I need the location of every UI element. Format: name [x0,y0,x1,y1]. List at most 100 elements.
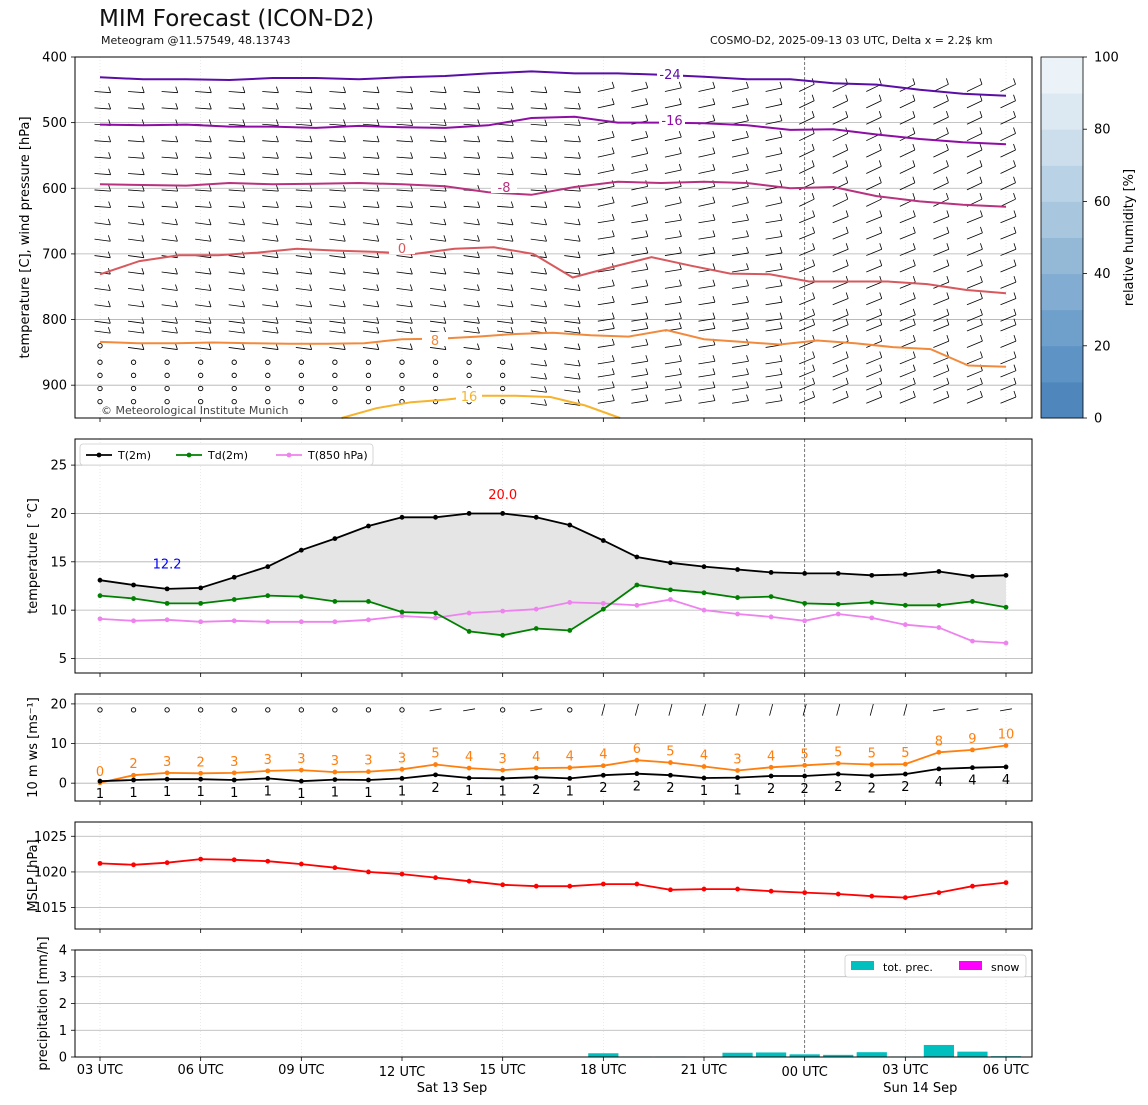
wind-barb [463,304,480,308]
colorbar-segment [1041,57,1083,94]
wind-barb [228,156,245,159]
calm-wind-circle [97,385,103,392]
series-point [466,765,472,771]
wind-barb [295,287,312,291]
wind-barb [664,344,682,348]
wind-barb-flag [175,317,178,324]
wind-barb-flag [477,343,480,350]
series-point [332,599,338,604]
wind-barb-flag [746,263,749,270]
wind-barb [463,205,480,208]
wind-barb-flag [1013,390,1017,398]
series-point [198,770,204,776]
wind-barb-flag [544,218,547,225]
wind-barb-flag [409,317,413,324]
wind-barb-flag [611,355,615,362]
wind-barb-flag [879,335,883,342]
wind-barb [329,205,346,208]
wind-barb [329,238,346,242]
series-point [835,611,841,617]
wind-barb [866,149,882,158]
wind-barb-flag [208,152,212,159]
wind-barb-flag [276,201,279,208]
wind-barb [832,281,849,289]
wind-barb [329,330,346,334]
wind-barb [832,232,849,240]
wind-barb [195,287,212,291]
wind-barb [899,116,916,125]
series-point [97,778,103,784]
wind-barb-flag [712,246,716,254]
calm-wind-circle [332,398,338,405]
wind-barb [564,330,581,334]
wind-barb-flag [1013,226,1017,233]
wind-barb-flag [107,327,111,334]
wind-barb-flag [779,131,783,138]
wind-barb [832,314,849,322]
wind-barb-flag [912,210,916,217]
wind-barb-flag [443,218,447,225]
series-point [466,511,472,516]
series-point [634,602,640,608]
wind-barb [966,166,983,174]
wind-barb-flag [645,98,649,105]
wind-barb [698,103,715,109]
wind-barb-flag [376,218,380,225]
wind-barb [228,271,245,275]
wind-barb [128,304,144,308]
wind-barb-flag [309,317,313,324]
wind-barb [161,205,178,208]
wind-barb [430,347,446,350]
wind-barb-flag [510,317,514,324]
plot-frame [74,821,1033,930]
wind-barb [530,238,547,242]
wind-barb-flag [443,284,447,291]
wind-barb [899,149,916,158]
wind-barb-flag [577,386,581,393]
calm-wind-circle [500,385,506,392]
wind-barb-flag [712,131,716,138]
gust-value-label: 5 [801,747,809,762]
wind-barb [664,360,682,365]
wind-barb-flag [477,135,481,143]
series-point [634,771,640,777]
wind-barb [161,347,178,350]
series-point [366,617,371,623]
wind-barb-flag [275,284,279,291]
wind-barb [1000,708,1012,712]
wind-barb-flag [645,131,649,138]
wind-barb [966,383,983,391]
wind-barb [329,156,346,159]
wind-barb-flag [679,394,682,401]
wind-barb [664,169,682,174]
wind-barb [731,373,749,378]
calm-wind-circle [432,385,439,392]
wind-barb [731,136,749,142]
wind-barb-flag [1013,308,1017,316]
wind-barb [966,232,983,240]
wind-barb-flag [1013,335,1017,342]
wind-barb-flag [376,267,380,275]
wind-barb [597,87,615,92]
wind-barb [463,238,480,242]
gust-value-label: 5 [431,747,439,762]
ytick-label: 10 [50,737,67,752]
wind-barb-flag [912,78,916,85]
wind-barb [664,202,682,207]
wind-barb [195,271,212,275]
wind-barb [966,100,983,109]
wind-barb [128,156,145,159]
wind-barb-flag [645,368,649,375]
calm-wind-circle [500,398,506,405]
ytick-label: 800 [42,313,67,328]
wind-barb [396,140,413,143]
wind-barb [128,91,145,94]
wind-barb-flag [845,94,849,101]
wind-barb [866,248,882,256]
wind-barb [396,347,413,350]
wind-barb-flag [811,143,815,151]
wind-barb-flag [912,377,916,384]
wind-barb [899,396,916,404]
wind-barb [161,140,178,143]
wind-barb-flag [746,114,749,121]
